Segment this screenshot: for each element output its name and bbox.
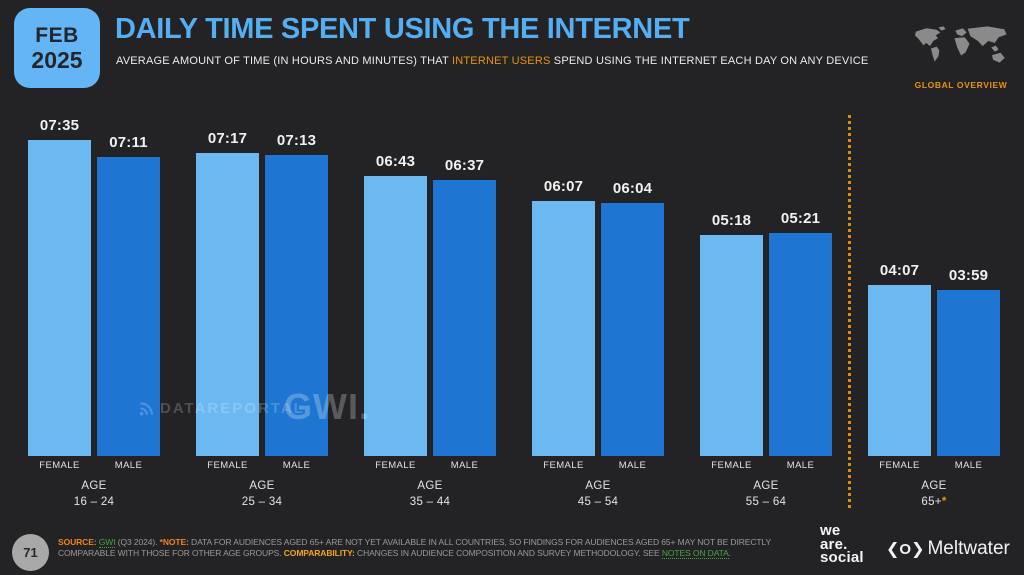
bar-male: 07:13 (265, 132, 328, 456)
female-label: FEMALE (375, 460, 416, 471)
sex-labels-row: FEMALE MALE (364, 460, 496, 471)
female-label: FEMALE (207, 460, 248, 471)
age-label: AGE 55 – 64 (745, 480, 787, 508)
meltwater-wordmark: Meltwater (927, 538, 1010, 559)
note-text: *NOTE: (159, 537, 189, 547)
note-text: COMPARABILITY: (283, 547, 355, 558)
footnote-asterisk: * (941, 496, 947, 508)
bar-value: 06:04 (612, 180, 653, 198)
bar-female: 07:17 (196, 130, 259, 456)
subtitle-prefix: AVERAGE AMOUNT OF TIME (IN HOURS AND MIN… (116, 55, 452, 67)
male-label: MALE (786, 460, 815, 471)
date-badge: FEB 2025 (14, 8, 100, 88)
bar-female: 06:07 (532, 178, 595, 456)
note-text: . (728, 547, 731, 558)
meltwater-logo: ❮O❯ Meltwater (886, 538, 1010, 560)
meltwater-eye-icon: ❮O❯ (886, 541, 924, 558)
age-label: AGE 65+* (921, 480, 947, 508)
subtitle-highlight: INTERNET USERS (451, 55, 551, 67)
male-label: MALE (114, 460, 143, 471)
female-label: FEMALE (711, 460, 752, 471)
note-text: SOURCE: (58, 537, 97, 547)
sex-labels-row: FEMALE MALE (700, 460, 832, 471)
note-link[interactable]: NOTES ON DATA (661, 547, 729, 559)
bar-value: 06:07 (543, 178, 584, 196)
note-text: CHANGES IN AUDIENCE COMPOSITION AND SURV… (354, 547, 662, 558)
subtitle-suffix: SPEND USING THE INTERNET EACH DAY ON ANY… (550, 55, 869, 67)
page-title: DAILY TIME SPENT USING THE INTERNET (115, 13, 690, 45)
bar-male: 07:11 (97, 134, 160, 456)
female-label: FEMALE (879, 460, 920, 471)
bar-value: 03:59 (948, 267, 989, 284)
global-overview-label: GLOBAL OVERVIEW (914, 80, 1008, 90)
bar-female: 07:35 (28, 117, 91, 456)
page-number-badge: 71 (12, 534, 49, 571)
we-are-social-logo: we are. social (820, 522, 864, 566)
sex-labels-row: FEMALE MALE (532, 460, 664, 471)
age-group-35–44: 06:43 06:37 FEMALE MALE AGE 35 – 44 (364, 100, 496, 530)
bar-value: 05:21 (780, 210, 821, 228)
age-group-16–24: 07:35 07:11 FEMALE MALE AGE 16 – 24 (28, 100, 160, 530)
bar-value: 07:11 (109, 133, 148, 151)
bar-value: 07:17 (207, 129, 248, 147)
bar-female: 05:18 (700, 212, 763, 456)
female-label: FEMALE (39, 460, 80, 471)
note-text: DATA FOR AUDIENCES AGED 65+ ARE NOT YET … (58, 537, 771, 558)
female-label: FEMALE (543, 460, 584, 471)
age-label: AGE 45 – 54 (577, 480, 619, 508)
bar-female: 06:43 (364, 153, 427, 456)
bar-male: 05:21 (769, 210, 832, 456)
world-map-icon (914, 26, 1007, 63)
source-notes: SOURCE: GWI (Q3 2024). *NOTE: DATA FOR A… (58, 537, 810, 559)
page-subtitle: AVERAGE AMOUNT OF TIME (IN HOURS AND MIN… (116, 55, 868, 67)
signal-icon (139, 402, 154, 416)
bar-male: 06:04 (601, 180, 664, 456)
datareportal-watermark: DATAREPORTAL (138, 400, 305, 417)
age-65-separator-line (848, 115, 851, 508)
male-label: MALE (954, 460, 983, 471)
bar-male: 06:37 (433, 157, 496, 456)
bar-female: 04:07 (868, 262, 931, 456)
note-link[interactable]: GWI (98, 537, 116, 548)
male-label: MALE (618, 460, 647, 471)
we-are-social-line: we (820, 522, 841, 539)
sex-labels-row: FEMALE MALE (868, 460, 1000, 471)
male-label: MALE (282, 460, 311, 471)
gwi-watermark: GWI. (284, 386, 370, 427)
bar-value: 07:35 (39, 117, 80, 134)
bar-value: 06:37 (444, 157, 485, 175)
we-are-social-line: are. (820, 535, 848, 553)
male-label: MALE (450, 460, 479, 471)
date-year: 2025 (31, 47, 83, 73)
age-group-25–34: 07:17 07:13 FEMALE MALE AGE 25 – 34 (196, 100, 328, 530)
note-text: (Q3 2024). (115, 537, 160, 547)
sex-labels-row: FEMALE MALE (28, 460, 160, 471)
we-are-social-line: social (820, 549, 864, 566)
global-overview-block: GLOBAL OVERVIEW (906, 25, 1016, 90)
bar-male: 03:59 (937, 267, 1000, 456)
bar-chart: DATAREPORTAL GWI. 07:35 07:11 FEMALE MALE AG… (0, 100, 1024, 530)
age-label: AGE 16 – 24 (73, 480, 115, 508)
bar-value: 04:07 (879, 261, 920, 279)
age-label: AGE 35 – 44 (409, 480, 451, 508)
sex-labels-row: FEMALE MALE (196, 460, 328, 471)
datareportal-watermark-text: DATAREPORTAL (160, 400, 305, 417)
age-group-65+: 04:07 03:59 FEMALE MALE AGE 65+* (868, 100, 1000, 530)
date-month: FEB (35, 24, 79, 47)
bar-value: 05:18 (711, 212, 752, 230)
age-label: AGE 25 – 34 (241, 480, 283, 508)
age-group-55–64: 05:18 05:21 FEMALE MALE AGE 55 – 64 (700, 100, 832, 530)
bar-value: 07:13 (276, 132, 317, 150)
bar-value: 06:43 (375, 153, 416, 171)
age-group-45–54: 06:07 06:04 FEMALE MALE AGE 45 – 54 (532, 100, 664, 530)
